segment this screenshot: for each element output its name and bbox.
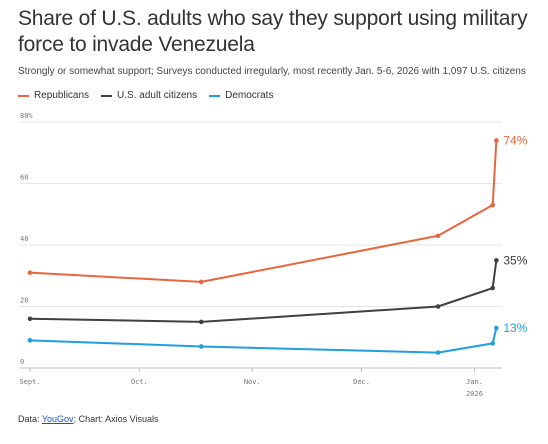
data-point-republicans-0 (27, 270, 33, 275)
legend-item-democrats: Democrats (209, 90, 273, 101)
end-label-republicans: 74% (503, 133, 527, 147)
chart-footer: Data: YouGov; Chart: Axios Visuals (18, 414, 158, 424)
y-tick-label-0: 0 (20, 358, 24, 366)
data-point-u-s-adult-citizens-3 (490, 285, 496, 291)
chart-subtitle: Strongly or somewhat support; Surveys co… (18, 66, 526, 77)
end-label-democrats: 13% (503, 321, 527, 335)
chart-legend: Republicans U.S. adult citizens Democrat… (18, 90, 285, 101)
data-point-republicans-3 (490, 202, 496, 208)
data-point-republicans-1 (198, 279, 204, 285)
y-tick-label-20: 20 (20, 297, 28, 305)
x-tick-label-0: Sept. (19, 378, 40, 386)
y-tick-label-60: 60 (20, 174, 28, 182)
end-label-u-s-adult-citizens: 35% (503, 253, 527, 267)
data-point-u-s-adult-citizens-2 (435, 304, 441, 309)
chart-title: Share of U.S. adults who say they suppor… (18, 7, 528, 56)
series-line-democrats (29, 327, 498, 354)
data-prefix: Data: (18, 414, 42, 424)
x-tick-label-2: Nov. (244, 378, 261, 386)
data-point-u-s-adult-citizens-0 (27, 316, 33, 322)
data-point-democrats-2 (435, 350, 441, 355)
footer-separator: ; (73, 414, 79, 424)
source-link[interactable]: YouGov (41, 414, 74, 424)
legend-swatch-democrats (209, 94, 221, 97)
data-point-democrats-1 (198, 344, 204, 349)
series-line-republicans (29, 140, 498, 283)
data-point-democrats-3 (490, 341, 496, 346)
data-point-republicans-2 (435, 233, 441, 239)
data-point-democrats-0 (27, 338, 33, 343)
legend-item-us-adult-citizens: U.S. adult citizens (101, 90, 197, 101)
legend-label-us-adult-citizens: U.S. adult citizens (117, 90, 198, 101)
chart-credit: Chart: Axios Visuals (78, 414, 159, 424)
data-point-u-s-adult-citizens-4 (494, 258, 499, 263)
legend-label-democrats: Democrats (225, 90, 274, 101)
data-point-u-s-adult-citizens-1 (198, 319, 204, 325)
x-tick-sublabel-4: 2026 (466, 390, 483, 398)
data-point-democrats-4 (494, 325, 499, 331)
x-tick-label-4: Jan. (466, 378, 483, 386)
legend-swatch-republicans (18, 94, 29, 97)
y-tick-label-40: 40 (20, 235, 28, 243)
data-point-republicans-4 (494, 138, 499, 143)
y-tick-label-80: 80% (20, 112, 33, 120)
x-tick-label-3: Dec. (353, 378, 370, 386)
legend-item-republicans: Republicans (18, 90, 89, 101)
legend-swatch-us-adult-citizens (101, 94, 113, 97)
x-tick-label-1: Oct. (131, 378, 148, 386)
legend-label-republicans: Republicans (34, 90, 90, 101)
